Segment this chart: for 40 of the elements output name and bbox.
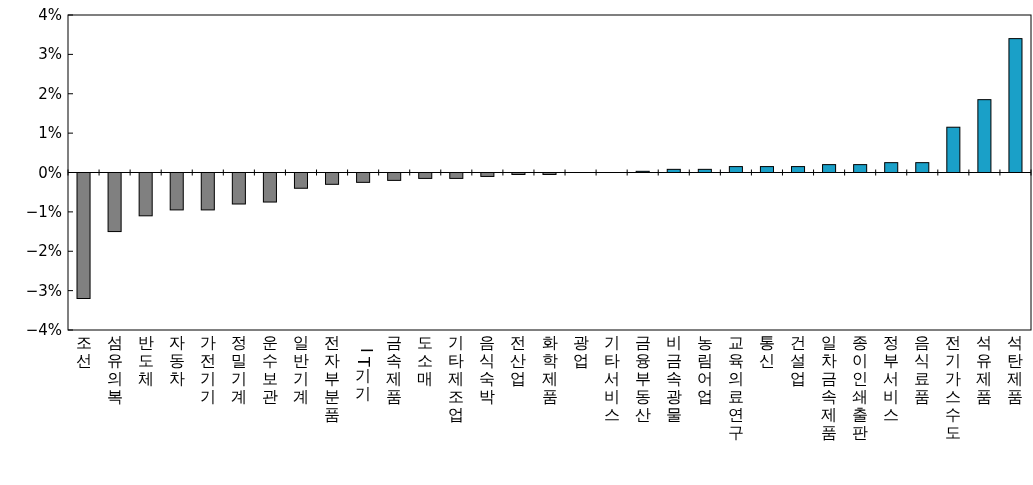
x-tick-label: IT 기기 (354, 348, 376, 403)
x-tick-label: 전기가스수도 (945, 333, 962, 442)
x-tick-label: 석유제품 (976, 333, 993, 406)
x-tick-label: 음식숙박 (479, 333, 496, 406)
x-tick-label: 자동차 (168, 333, 185, 388)
x-tick-label: 음식료품 (914, 333, 931, 406)
y-tick-label: −4% (25, 321, 62, 339)
x-tick-label: 농림어업 (696, 333, 713, 406)
x-tick-label: 화학제품 (541, 333, 558, 406)
y-tick-label: −2% (25, 242, 62, 261)
x-tick-label: 섬유의복 (106, 333, 123, 406)
x-tick-label: 교육의료연구 (727, 333, 744, 442)
x-tick-label: 광업 (572, 333, 589, 370)
y-tick-label: 1% (38, 124, 62, 143)
x-tick-label: 종이인쇄출판 (852, 333, 869, 442)
x-tick-label: 가전기기 (199, 333, 216, 406)
y-tick-label: 4% (38, 6, 62, 24)
y-tick-label: −1% (25, 202, 62, 221)
x-tick-label: 석탄제품 (1007, 333, 1024, 406)
x-tick-label: 정부서비스 (883, 333, 900, 424)
x-tick-label: 일차금속제품 (821, 333, 838, 442)
y-tick-label: 3% (38, 45, 62, 64)
x-tick-label: 조선 (75, 333, 92, 370)
x-tick-label: 금속제품 (386, 333, 403, 406)
x-tick-label: 비금속광물 (665, 333, 682, 424)
y-tick-label: −3% (25, 281, 62, 300)
x-tick-label: 정밀기계 (230, 333, 247, 406)
x-tick-label: 기타서비스 (603, 333, 620, 424)
y-tick-label: 0% (38, 163, 62, 182)
x-tick-label: 일반기계 (292, 333, 309, 406)
x-tick-label: 기타제조업 (448, 333, 465, 424)
x-tick-label: 전산업 (510, 333, 527, 388)
x-tick-label: 통신 (758, 333, 775, 370)
x-tick-label: 전자부분품 (324, 333, 341, 424)
y-tick-label: 2% (38, 84, 62, 103)
x-tick-label: 금융부동산 (634, 333, 651, 424)
x-tick-label: 반도체 (137, 333, 154, 388)
x-tick-label: 건설업 (790, 333, 807, 388)
x-tick-label: 운수보관 (261, 333, 278, 406)
x-tick-label: 도소매 (417, 333, 434, 388)
